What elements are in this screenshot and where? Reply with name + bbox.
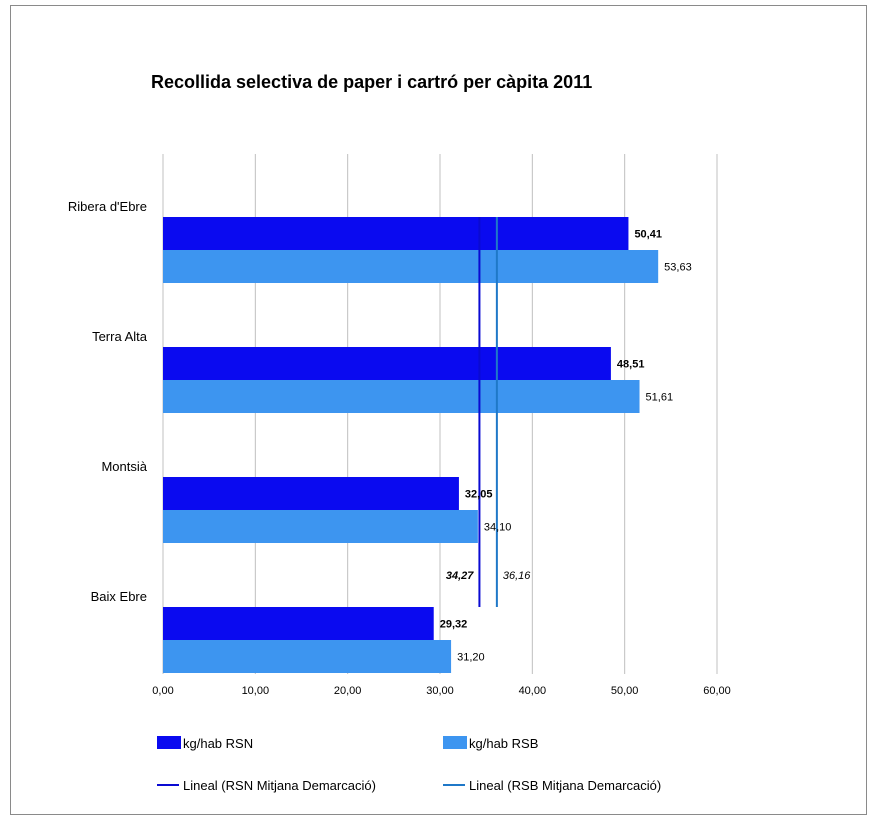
data-label: 51,61 (646, 392, 674, 404)
bar (163, 477, 459, 510)
legend-label: kg/hab RSN (183, 736, 253, 751)
data-label: 48,51 (617, 359, 645, 371)
chart-svg: Recollida selectiva de paper i cartró pe… (68, 72, 731, 793)
legend-swatch (443, 736, 467, 749)
legend: kg/hab RSN kg/hab RSB Lineal (RSN Mitjana … (157, 736, 661, 793)
data-label: 32,05 (465, 489, 493, 501)
reference-lines (478, 217, 498, 607)
data-label: 34,10 (484, 522, 512, 534)
x-tick-label: 10,00 (242, 685, 270, 697)
bar (163, 510, 478, 543)
data-label: 29,32 (440, 619, 468, 631)
category-label: Montsià (101, 459, 147, 474)
bar (163, 217, 629, 250)
reference-line-label: 36,16 (503, 570, 531, 582)
reference-line-label: 34,27 (446, 570, 474, 582)
bar (163, 607, 434, 640)
x-tick-label: 20,00 (334, 685, 362, 697)
category-label: Terra Alta (92, 329, 148, 344)
x-tick-label: 50,00 (611, 685, 639, 697)
chart-frame: Recollida selectiva de paper i cartró pe… (10, 5, 867, 815)
data-label: 50,41 (634, 229, 662, 241)
legend-label: Lineal (RSB Mitjana Demarcació) (469, 778, 661, 793)
bar (163, 250, 659, 283)
data-labels: 50,41 53,63 48,51 51,61 32,05 34,10 29,32 31,20… (440, 229, 692, 664)
x-tick-labels: 0,00 10,00 20,00 30,00 40,00 50,00 60,00 (152, 685, 730, 697)
legend-swatch (157, 736, 181, 749)
legend-label: Lineal (RSN Mitjana Demarcació) (183, 778, 376, 793)
x-tick-label: 40,00 (519, 685, 547, 697)
x-tick-label: 30,00 (426, 685, 454, 697)
data-label: 53,63 (664, 262, 692, 274)
data-label: 31,20 (457, 652, 485, 664)
legend-label: kg/hab RSB (469, 736, 538, 751)
chart-title: Recollida selectiva de paper i cartró pe… (151, 72, 592, 92)
x-tick-label: 60,00 (703, 685, 731, 697)
bar (163, 347, 611, 380)
bar (163, 640, 452, 673)
category-label: Ribera d'Ebre (68, 199, 147, 214)
category-labels: Ribera d'Ebre Terra Alta Montsià Baix Ebre (68, 199, 148, 604)
bar (163, 380, 640, 413)
bars (163, 217, 659, 673)
x-tick-label: 0,00 (152, 685, 173, 697)
category-label: Baix Ebre (91, 589, 147, 604)
